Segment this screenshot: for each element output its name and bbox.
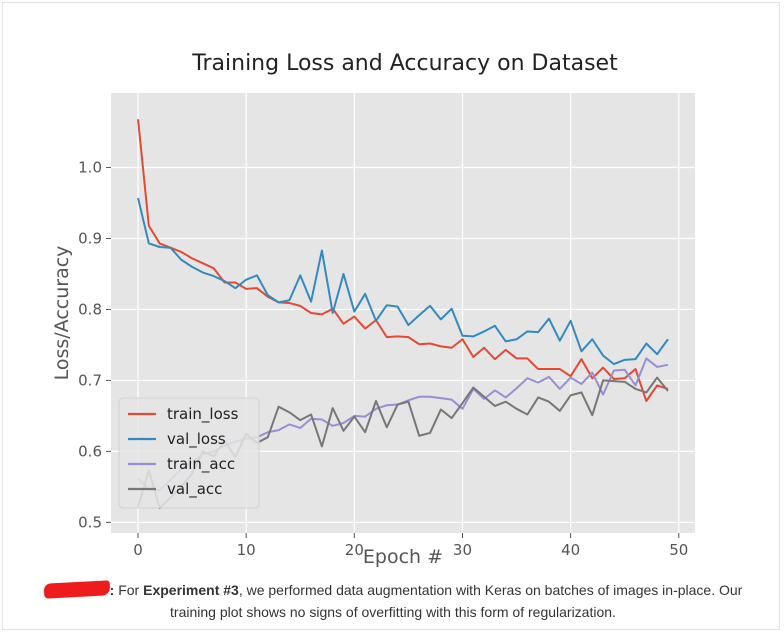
x-axis-label: Epoch #	[363, 546, 443, 568]
chart-legend: train_loss val_loss train_acc val_acc	[118, 397, 260, 509]
caption-lead: For	[114, 582, 144, 598]
y-tick-label: 0.8	[78, 300, 102, 318]
y-tick-label: 0.6	[78, 442, 102, 460]
axis-ticks: 0 10 20 30 40 50 0.5 0.6 0.7 0.8 0.9 1.0	[78, 159, 688, 559]
legend-label: train_loss	[167, 405, 239, 424]
y-tick-label: 0.9	[78, 229, 102, 247]
training-chart: Training Loss and Accuracy on Dataset 0 1…	[51, 51, 695, 568]
x-tick-label: 50	[669, 541, 688, 559]
legend-box	[118, 397, 260, 509]
y-tick-label: 0.7	[78, 371, 102, 389]
y-tick-label: 0.5	[78, 513, 102, 531]
figure-caption: : For Experiment #3, we performed data a…	[23, 579, 763, 623]
series-line-val-loss	[137, 197, 669, 366]
figure-frame: Training Loss and Accuracy on Dataset 0 1…	[2, 2, 780, 630]
legend-label: train_acc	[167, 455, 235, 474]
chart-figure: Training Loss and Accuracy on Dataset 0 1…	[14, 13, 772, 573]
caption-body: , we performed data augmentation with Ke…	[170, 582, 743, 620]
x-tick-label: 0	[133, 541, 143, 559]
redacted-figure-number	[43, 580, 111, 599]
caption-prefix: :	[109, 582, 115, 598]
chart-title: Training Loss and Accuracy on Dataset	[191, 51, 618, 76]
x-tick-label: 10	[237, 541, 256, 559]
x-tick-label: 40	[561, 541, 580, 559]
legend-label: val_acc	[167, 480, 222, 499]
x-tick-label: 20	[345, 541, 364, 559]
caption-bold: Experiment #3	[143, 582, 239, 598]
y-axis-label: Loss/Accuracy	[51, 246, 73, 381]
y-tick-label: 1.0	[78, 159, 102, 177]
legend-label: val_loss	[167, 430, 226, 449]
x-tick-label: 30	[453, 541, 472, 559]
